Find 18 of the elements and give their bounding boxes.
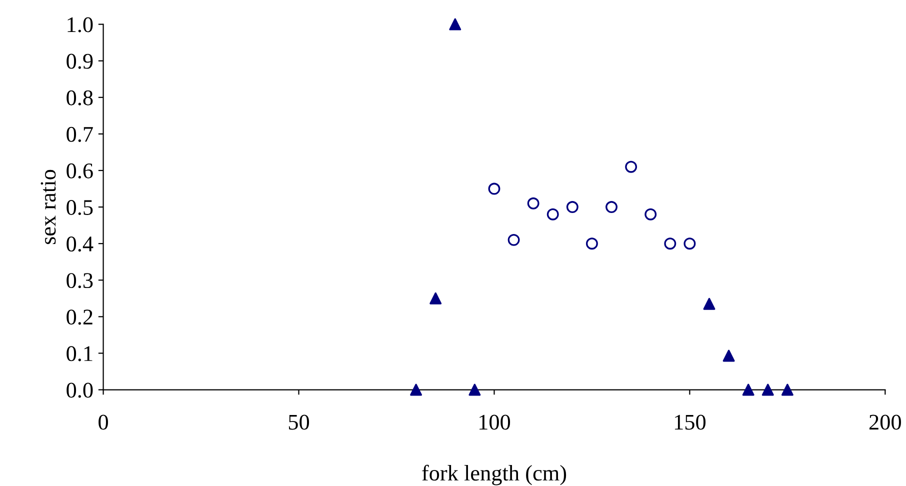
y-tick-label: 0.8 (66, 90, 93, 106)
y-tick-label: 0.7 (66, 126, 93, 142)
x-tick-label: 200 (869, 414, 901, 430)
x-tick-label: 0 (98, 414, 108, 430)
y-tick-label: 0.9 (66, 54, 93, 69)
y-axis-title: sex ratio (40, 170, 56, 244)
y-tick-label: 0.2 (66, 310, 92, 325)
x-tick-label: 50 (288, 414, 310, 430)
x-tick-label: 150 (674, 414, 706, 430)
y-tick-label: 0.3 (66, 273, 93, 288)
x-tick-label: 100 (480, 414, 510, 430)
x-axis-title: fork length (cm) (422, 464, 566, 486)
y-tick-label: 0.5 (66, 200, 93, 216)
y-tick-label: 1.0 (68, 17, 93, 32)
y-tick-label: 0.1 (66, 346, 92, 362)
y-tick-label: 0.4 (66, 236, 94, 252)
y-tick-label: 0.0 (66, 382, 93, 398)
y-tick-label: 0.6 (66, 163, 93, 179)
